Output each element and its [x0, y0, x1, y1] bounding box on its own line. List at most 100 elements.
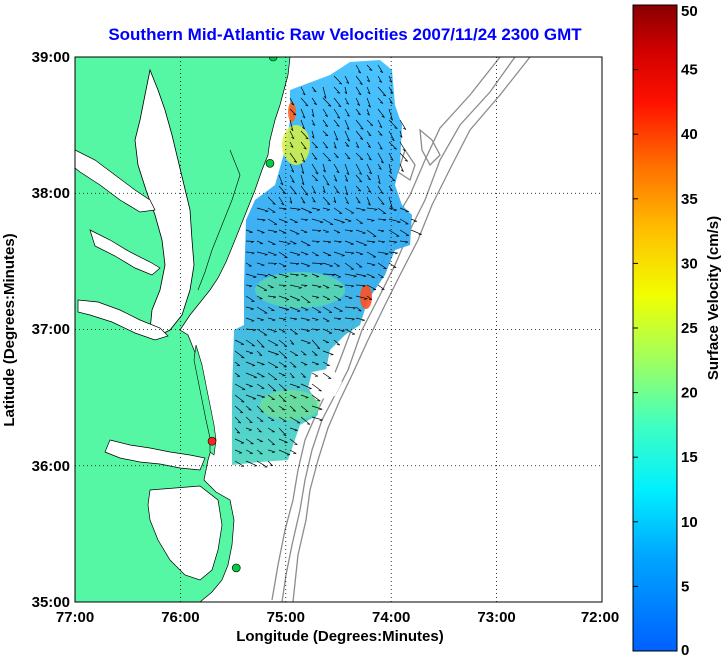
- velocity-arrowhead: [305, 137, 309, 140]
- velocity-arrowhead: [272, 319, 276, 322]
- velocity-arrow: [267, 196, 276, 205]
- velocity-arrowhead: [339, 286, 343, 288]
- velocity-arrow: [333, 339, 340, 346]
- velocity-arrow: [388, 196, 393, 209]
- velocity-arrow: [322, 262, 333, 267]
- velocity-arrowhead: [306, 265, 310, 267]
- velocity-arrow: [289, 317, 297, 320]
- plot-frame: [74, 56, 603, 603]
- velocity-arrowhead: [346, 114, 350, 117]
- velocity-arrow: [322, 130, 329, 137]
- velocity-arrow: [278, 262, 287, 268]
- velocity-arrowhead: [368, 158, 372, 161]
- velocity-arrow: [300, 262, 310, 267]
- velocity-arrow: [234, 372, 241, 377]
- velocity-arrow: [245, 229, 253, 233]
- velocity-patch-green: [260, 390, 320, 420]
- velocity-arrowhead: [322, 190, 326, 193]
- velocity-arrowhead: [380, 191, 384, 194]
- velocity-arrowhead: [374, 208, 378, 211]
- velocity-arrow: [256, 207, 269, 212]
- velocity-arrowhead: [338, 82, 342, 85]
- velocity-arrow: [333, 174, 338, 182]
- velocity-arrow: [289, 295, 300, 301]
- velocity-arrow: [278, 196, 285, 206]
- velocity-arrowhead: [319, 419, 323, 421]
- velocity-arrowhead: [335, 156, 339, 158]
- velocity-arrow: [234, 405, 244, 414]
- velocity-arrow: [333, 130, 339, 141]
- velocity-arrow: [256, 229, 265, 233]
- delmarva-coast: [197, 149, 241, 291]
- velocity-arrowhead: [294, 318, 298, 321]
- colorbar-tick-label: 30: [681, 255, 698, 272]
- velocity-arrow: [234, 438, 245, 444]
- velocity-arrow: [355, 64, 362, 74]
- velocity-arrow: [289, 339, 295, 345]
- velocity-arrow: [366, 229, 377, 237]
- velocity-arrow: [245, 262, 252, 267]
- velocity-arrowhead: [403, 127, 407, 130]
- velocity-arrow: [388, 262, 397, 268]
- velocity-arrowhead: [273, 331, 277, 333]
- velocity-arrow: [344, 152, 351, 160]
- velocity-arrow: [267, 405, 275, 412]
- velocity-arrow: [256, 251, 268, 255]
- velocity-arrow: [355, 75, 363, 85]
- velocity-arrow: [366, 163, 372, 175]
- velocity-arrow: [311, 405, 323, 410]
- velocity-arrowhead: [251, 252, 255, 255]
- velocity-arrowhead: [325, 134, 329, 137]
- velocity-arrowhead: [393, 241, 398, 244]
- velocity-arrow: [322, 328, 333, 334]
- velocity-arrow: [256, 218, 266, 221]
- velocity-arrowhead: [318, 286, 322, 288]
- velocity-arrowhead: [346, 145, 350, 147]
- velocity-arrowhead: [329, 265, 333, 268]
- velocity-arrowhead: [272, 451, 276, 453]
- velocity-arrow: [234, 383, 246, 390]
- velocity-arrow: [333, 196, 337, 203]
- velocity-arrow: [289, 97, 295, 106]
- velocity-arrowhead: [389, 101, 393, 104]
- velocity-arrow: [322, 207, 330, 211]
- velocity-arrow: [388, 130, 395, 141]
- velocity-patch-yellow: [282, 125, 310, 165]
- velocity-arrow: [388, 108, 393, 121]
- velocity-arrow: [399, 141, 406, 152]
- velocity-arrow: [311, 284, 322, 288]
- velocity-arrow: [366, 185, 372, 193]
- velocity-arrowhead: [304, 219, 308, 222]
- velocity-arrowhead: [298, 287, 302, 289]
- velocity-arrow: [289, 196, 293, 204]
- pamlico-sound: [147, 485, 223, 581]
- velocity-arrow: [311, 394, 321, 402]
- velocity-arrow: [256, 339, 265, 348]
- velocity-arrow: [267, 328, 277, 332]
- velocity-arrow: [377, 163, 382, 170]
- velocity-arrowhead: [333, 200, 337, 204]
- velocity-arrowhead: [358, 93, 362, 96]
- velocity-arrow: [234, 460, 245, 467]
- velocity-arrow: [245, 372, 257, 378]
- velocity-arrow: [344, 86, 348, 95]
- velocity-arrows: [234, 64, 422, 468]
- velocity-arrowhead: [248, 429, 252, 431]
- velocity-arrow: [377, 185, 384, 194]
- velocity-arrow: [333, 240, 342, 242]
- y-axis-label: Latitude (Degrees:Minutes): [1, 233, 18, 426]
- velocity-arrowhead: [331, 274, 336, 277]
- velocity-arrow: [289, 372, 295, 379]
- velocity-arrow: [322, 361, 330, 366]
- velocity-arrowhead: [297, 209, 301, 211]
- colorbar-tick-label: 50: [681, 3, 698, 20]
- velocity-arrow: [366, 207, 378, 210]
- velocity-arrow: [322, 218, 334, 225]
- velocity-arrow: [322, 141, 329, 149]
- velocity-arrow: [245, 438, 254, 445]
- velocity-arrowhead: [367, 178, 371, 181]
- velocity-arrowhead: [326, 209, 330, 211]
- velocity-arrowhead: [362, 285, 366, 288]
- velocity-arrow: [388, 218, 401, 223]
- velocity-arrowhead: [335, 138, 339, 141]
